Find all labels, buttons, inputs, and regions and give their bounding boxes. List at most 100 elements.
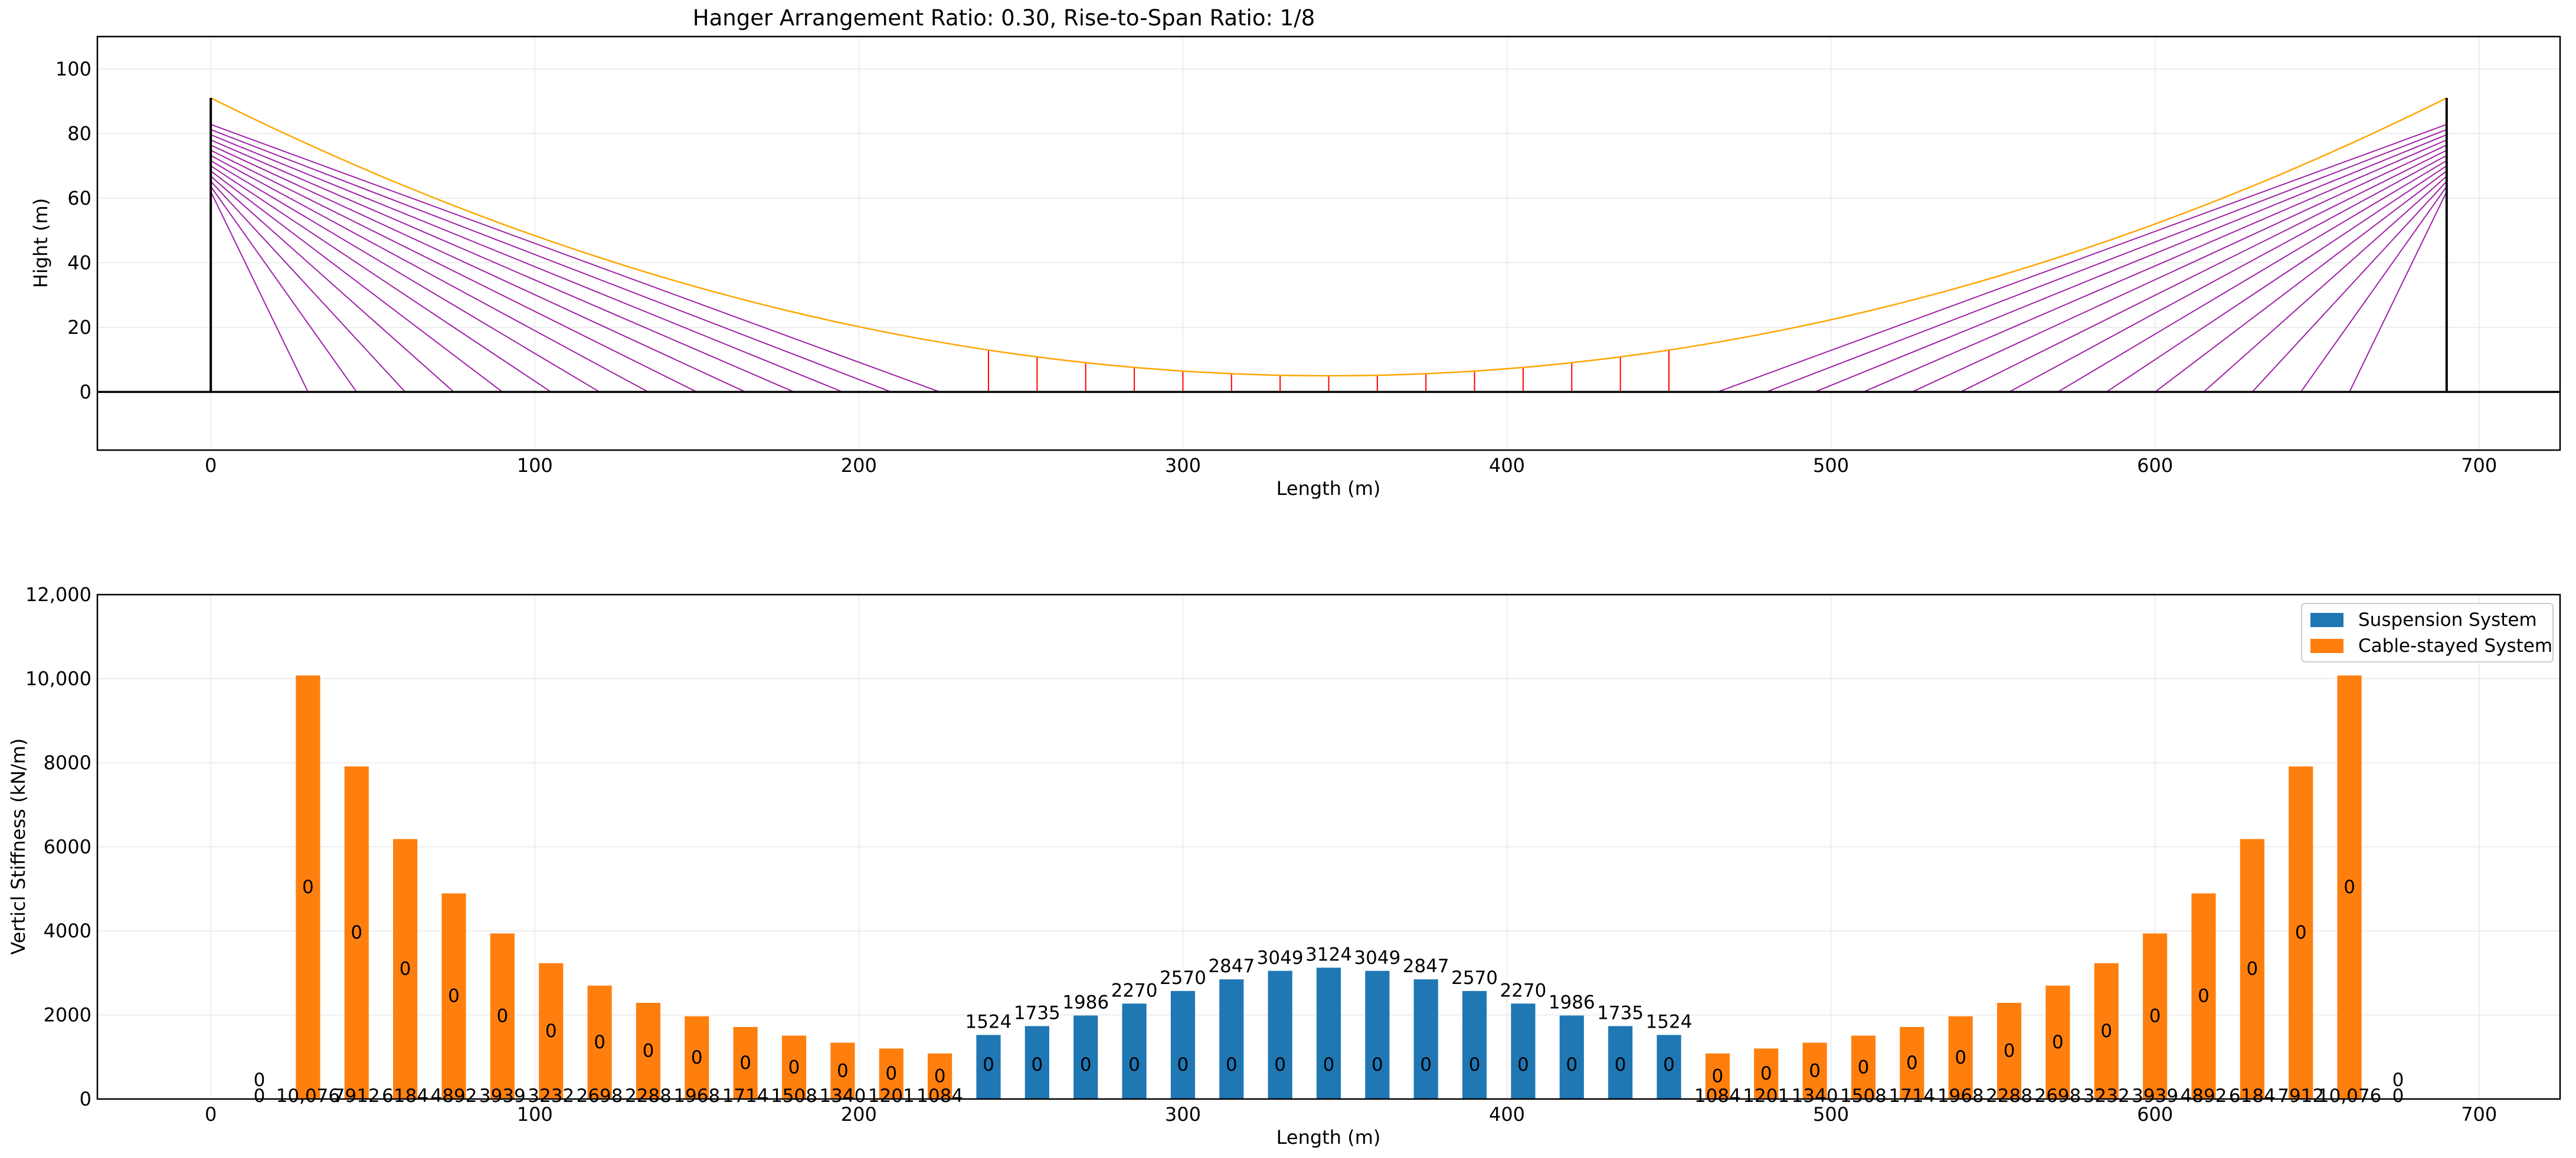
- bar-label-suspension: 0: [739, 1052, 751, 1074]
- top-chart-grid: [97, 37, 2560, 450]
- y-tick-label: 20: [67, 316, 91, 339]
- bar-label-suspension: 0: [302, 877, 314, 898]
- stay-cable-right: [1814, 134, 2447, 393]
- bar-label-cable-stayed: 4892: [431, 1085, 477, 1107]
- bar-label-suspension: 0: [2004, 1040, 2015, 1061]
- bar-label-cable-stayed: 7912: [2277, 1085, 2324, 1107]
- bar-label-cable-stayed: 0: [1517, 1054, 1529, 1075]
- bar-label-cable-stayed: 1968: [1937, 1085, 1984, 1107]
- bar-label-cable-stayed: 0: [1031, 1054, 1043, 1075]
- bar-label-cable-stayed: 2698: [2034, 1085, 2081, 1107]
- bar-label-suspension: 0: [885, 1063, 897, 1084]
- stay-cable-left: [210, 191, 309, 392]
- bar-cable-stayed: [2289, 766, 2313, 1099]
- bar-cable-stayed: [2094, 963, 2119, 1099]
- bar-label-cable-stayed: 1084: [1694, 1085, 1741, 1107]
- legend-swatch-cable-stayed: [2310, 639, 2343, 653]
- bar-cable-stayed: [685, 1016, 709, 1099]
- bar-label-suspension: 3124: [1305, 944, 1352, 965]
- bar-label-cable-stayed: 0: [1177, 1054, 1189, 1075]
- bar-label-cable-stayed: 0: [1663, 1054, 1675, 1075]
- bar-label-cable-stayed: 1714: [722, 1085, 769, 1107]
- bar-label-suspension: 0: [2343, 877, 2355, 898]
- stay-cable-left: [210, 181, 406, 393]
- bar-label-cable-stayed: 0: [983, 1054, 994, 1075]
- main-cable: [210, 97, 2447, 377]
- bar-label-suspension: 3049: [1354, 947, 1400, 969]
- top-chart-y-ticks: 0 20 40 60 80 100: [55, 58, 91, 404]
- bar-label-suspension: 1524: [1646, 1011, 1693, 1032]
- bar-label-suspension: 1986: [1549, 992, 1595, 1013]
- bottom-chart-x-ticks: 0 100 200 300 400 500 600 700: [205, 1103, 2497, 1126]
- legend-label-suspension: Suspension System: [2358, 609, 2537, 631]
- bar-label-cable-stayed: 0: [1274, 1054, 1286, 1075]
- bottom-chart-y-ticks: 0 2000 4000 6000 8000 10,000 12,000: [25, 583, 91, 1110]
- stay-cable-right: [2300, 186, 2447, 393]
- bar-label-cable-stayed: 0: [1372, 1054, 1383, 1075]
- bar-label-cable-stayed: 4892: [2181, 1085, 2227, 1107]
- stay-cable-right: [2009, 155, 2447, 393]
- top-chart-y-axis-label: Hight (m): [30, 198, 52, 288]
- bar-label-cable-stayed: 0: [1080, 1054, 1092, 1075]
- bar-label-suspension: 0: [448, 986, 460, 1007]
- bar-cable-stayed: [2240, 839, 2264, 1099]
- bar-label-cable-stayed: 7912: [333, 1085, 380, 1107]
- bar-cable-stayed: [830, 1042, 855, 1099]
- top-chart: 0 100 200 300 400 500 600 700 0 20 40 60 80 100 Leng…: [30, 35, 2561, 500]
- bar-label-cable-stayed: 10,076: [2318, 1085, 2381, 1107]
- bar-label-suspension: 0: [545, 1021, 557, 1042]
- x-tick-label: 200: [841, 454, 877, 477]
- legend-box: [2301, 603, 2554, 662]
- bottom-chart-y-axis-label: Verticl Stiffness (kN/m): [7, 738, 30, 954]
- stay-cable-right: [2251, 181, 2447, 393]
- bar-label-cable-stayed: 1968: [673, 1085, 720, 1107]
- stay-cable-left: [210, 145, 746, 393]
- y-tick-label: 8000: [44, 752, 91, 774]
- bar-label-suspension: 0: [496, 1006, 508, 1027]
- bar-label-suspension: 3049: [1257, 947, 1304, 969]
- bottom-chart-x-axis-label: Length (m): [1276, 1126, 1381, 1149]
- stay-cable-left: [210, 160, 600, 393]
- x-tick-label: 100: [517, 1103, 553, 1126]
- bar-label-cable-stayed: 0: [1615, 1054, 1626, 1075]
- bar-cable-stayed: [636, 1002, 661, 1099]
- bar-label-cable-stayed: 0: [1323, 1054, 1335, 1075]
- legend-label-cable-stayed: Cable-stayed System: [2358, 635, 2552, 657]
- bottom-chart-bars: [296, 675, 2362, 1099]
- bar-label-suspension: 2270: [1500, 980, 1546, 1001]
- stay-cable-left: [210, 134, 843, 393]
- bar-label-suspension: 0: [934, 1065, 946, 1087]
- stay-cable-right: [1960, 149, 2447, 393]
- stay-cable-left: [210, 139, 794, 393]
- bar-cable-stayed: [344, 766, 369, 1099]
- bar-suspension: [976, 1035, 1001, 1099]
- bar-cable-stayed: [1900, 1026, 1924, 1099]
- bar-cable-stayed: [1705, 1053, 1730, 1099]
- bar-label-suspension: 0: [2198, 986, 2210, 1007]
- bar-cable-stayed: [879, 1048, 904, 1099]
- stay-cable-left: [210, 175, 454, 393]
- stay-cable-right: [2106, 165, 2447, 393]
- bar-label-cable-stayed: 0: [1469, 1054, 1481, 1075]
- x-tick-label: 0: [205, 1103, 217, 1126]
- y-tick-label: 6000: [44, 836, 91, 858]
- bar-label-cable-stayed: 1714: [1888, 1085, 1935, 1107]
- bar-cable-stayed: [1996, 1002, 2022, 1099]
- stay-cable-left: [210, 186, 358, 393]
- bar-label-cable-stayed: 0: [1226, 1054, 1238, 1075]
- bar-cable-stayed: [2191, 893, 2216, 1099]
- stay-cable-right: [1911, 145, 2447, 393]
- stay-cable-right: [2203, 175, 2447, 393]
- stay-cable-right: [1766, 129, 2447, 393]
- bar-label-cable-stayed: 1508: [1840, 1085, 1887, 1107]
- bar-suspension: [1365, 970, 1390, 1099]
- bar-label-suspension: 0: [351, 922, 362, 943]
- bar-cable-stayed: [1754, 1048, 1779, 1099]
- bar-label-suspension: 2570: [1451, 967, 1498, 989]
- bar-label-cable-stayed: 3939: [2132, 1085, 2178, 1107]
- bar-suspension: [1462, 990, 1487, 1099]
- bar-label-suspension: 0: [2295, 922, 2307, 943]
- bar-label-suspension: 2847: [1403, 956, 1449, 977]
- bar-label-cable-stayed: 1508: [771, 1085, 817, 1107]
- x-tick-label: 400: [1489, 1103, 1525, 1126]
